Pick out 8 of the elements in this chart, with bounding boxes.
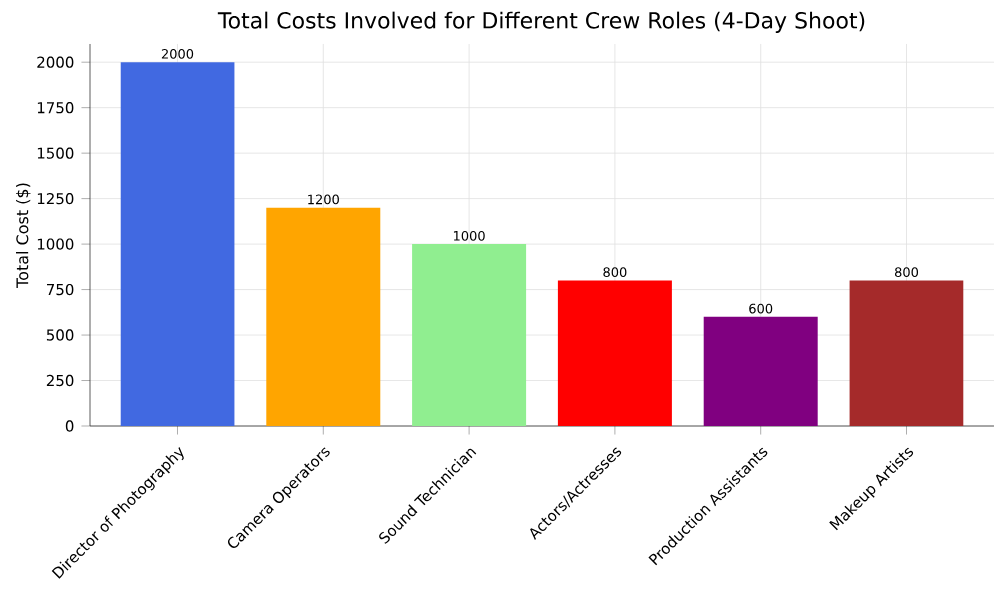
- bar: [266, 207, 381, 426]
- bar: [120, 62, 235, 426]
- bar: [703, 316, 818, 426]
- bar: [849, 280, 964, 426]
- bar: [557, 280, 672, 426]
- bar: [412, 244, 527, 426]
- chart-title: Total Costs Involved for Different Crew Roles (4-Day Shoot): [217, 11, 865, 33]
- y-axis-title: Total Cost ($): [16, 183, 31, 288]
